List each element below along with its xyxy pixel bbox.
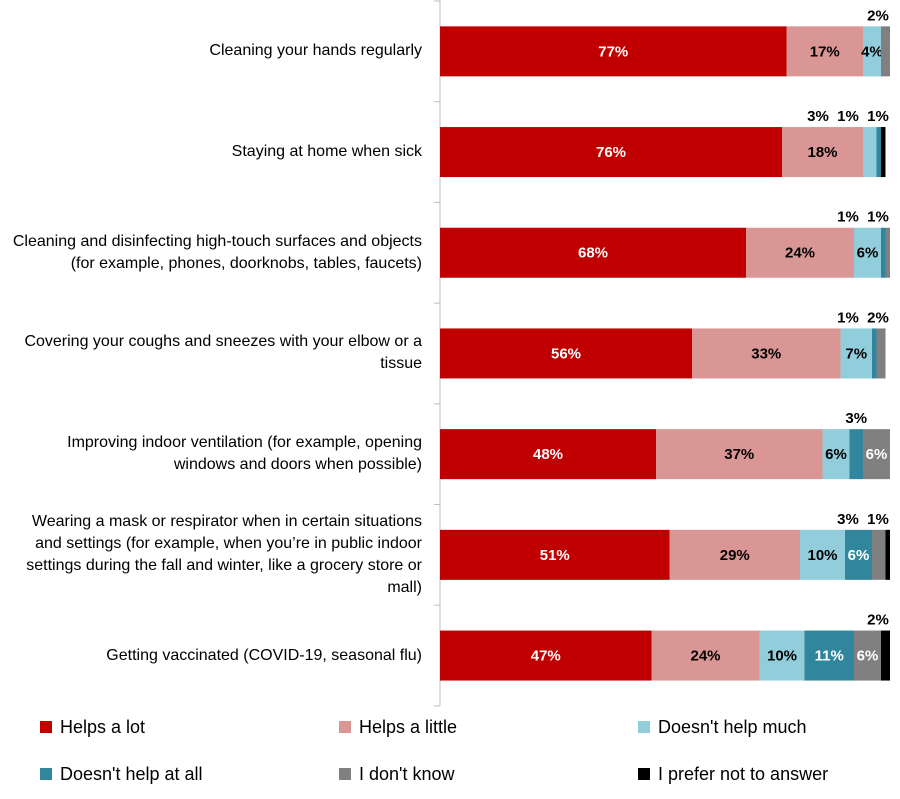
- bar-segment: [651, 630, 760, 681]
- bar-segment: [440, 26, 787, 77]
- bar-segment: [440, 227, 746, 278]
- bar-segment: [881, 630, 890, 681]
- data-label: 68%: [578, 245, 608, 262]
- data-label: 1%: [837, 108, 859, 125]
- data-label: 6%: [857, 648, 879, 665]
- data-label: 6%: [848, 547, 870, 564]
- category-label: Covering your coughs and sneezes with yo…: [24, 333, 422, 373]
- bar-segment: [656, 429, 823, 480]
- legend-swatch: [339, 768, 351, 780]
- bar-segment: [692, 328, 841, 379]
- bar-segment: [440, 328, 692, 379]
- bar-segment: [876, 328, 886, 379]
- data-label: 76%: [596, 144, 626, 161]
- category-label: Improving indoor ventilation (for exampl…: [67, 434, 422, 474]
- bar-segment: [876, 127, 881, 178]
- data-label: 24%: [690, 648, 720, 665]
- data-label: 6%: [857, 245, 879, 262]
- data-label: 4%: [861, 43, 883, 60]
- data-label: 10%: [767, 648, 797, 665]
- legend-label: I don't know: [359, 764, 455, 784]
- bar-segment: [840, 328, 872, 379]
- data-label: 3%: [845, 410, 867, 427]
- bar-segment: [440, 429, 656, 480]
- data-label: 6%: [825, 446, 847, 463]
- category-label: Cleaning your hands regularly: [209, 42, 422, 60]
- bar-segment: [872, 328, 877, 379]
- bar-segment: [440, 529, 670, 580]
- bar-segment: [759, 630, 805, 681]
- data-label: 2%: [867, 612, 889, 629]
- bar-segment: [854, 630, 881, 681]
- data-label: 10%: [807, 547, 837, 564]
- legend-label: Helps a little: [359, 717, 457, 737]
- bar-segment: [669, 529, 800, 580]
- data-label: 2%: [867, 7, 889, 24]
- category-label: Getting vaccinated (COVID-19, seasonal f…: [106, 646, 422, 664]
- bar-segment: [881, 26, 890, 77]
- legend-label: I prefer not to answer: [658, 764, 828, 784]
- legend-swatch: [339, 721, 351, 733]
- data-label: 1%: [837, 209, 859, 226]
- legend-swatch: [638, 768, 650, 780]
- legend-swatch: [638, 721, 650, 733]
- bar-segment: [881, 127, 886, 178]
- bar-segment: [863, 127, 877, 178]
- data-label: 18%: [807, 144, 837, 161]
- data-label: 3%: [807, 108, 829, 125]
- category-label: Staying at home when sick: [231, 143, 422, 161]
- legend-label: Helps a lot: [60, 717, 145, 737]
- category-label: Wearing a mask or respirator when in cer…: [26, 512, 422, 596]
- bar-segment: [782, 127, 863, 178]
- bar-segment: [800, 529, 845, 580]
- data-label: 56%: [551, 345, 581, 362]
- bar-segment: [881, 227, 886, 278]
- data-label: 37%: [724, 446, 754, 463]
- data-label: 3%: [837, 511, 859, 528]
- bar-segment: [854, 227, 881, 278]
- bar-segment: [872, 529, 886, 580]
- data-label: 29%: [720, 547, 750, 564]
- bar-segment: [440, 630, 652, 681]
- data-label: 7%: [845, 345, 867, 362]
- bar-segment: [786, 26, 863, 77]
- bar-segment: [849, 429, 863, 480]
- data-label: 2%: [867, 309, 889, 326]
- data-label: 33%: [751, 345, 781, 362]
- data-label: 1%: [867, 108, 889, 125]
- bar-segment: [863, 26, 881, 77]
- data-label: 17%: [810, 43, 840, 60]
- category-label: Cleaning and disinfecting high-touch sur…: [12, 232, 422, 272]
- bar-segment: [863, 429, 890, 480]
- legend-swatch: [40, 768, 52, 780]
- bar-segment: [885, 529, 890, 580]
- data-label: 47%: [531, 648, 561, 665]
- data-label: 11%: [815, 648, 844, 665]
- bar-segment: [845, 529, 872, 580]
- legend-swatch: [40, 721, 52, 733]
- data-label: 1%: [867, 209, 889, 226]
- data-label: 51%: [540, 547, 570, 564]
- data-label: 1%: [837, 309, 859, 326]
- legend-label: Doesn't help much: [658, 717, 807, 737]
- bar-segment: [440, 127, 782, 178]
- data-label: 6%: [866, 446, 888, 463]
- data-label: 48%: [533, 446, 563, 463]
- data-label: 77%: [598, 43, 628, 60]
- bar-segment: [804, 630, 854, 681]
- data-label: 1%: [867, 511, 889, 528]
- data-label: 24%: [785, 245, 815, 262]
- bar-segment: [885, 227, 890, 278]
- bar-segment: [746, 227, 854, 278]
- bar-segment: [822, 429, 850, 480]
- legend-label: Doesn't help at all: [60, 764, 203, 784]
